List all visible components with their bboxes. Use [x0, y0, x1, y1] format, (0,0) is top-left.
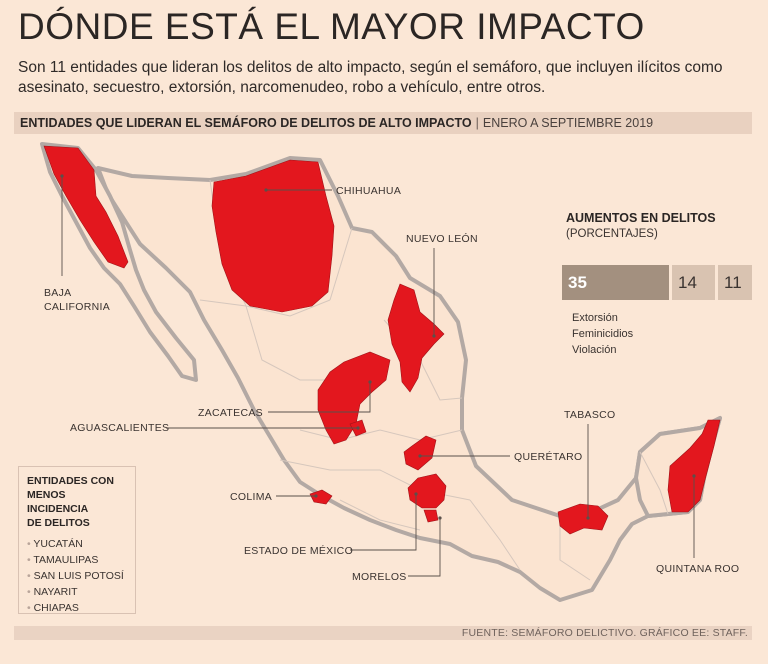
low-incidence-item: TAMAULIPAS: [27, 552, 127, 568]
leader-dot-queretaro: [418, 454, 422, 458]
state-labels: BAJA CALIFORNIA CHIHUAHUA NUEVO LEÓN ZAC…: [44, 185, 739, 583]
section-heading: ENTIDADES QUE LIDERAN EL SEMÁFORO DE DEL…: [20, 116, 472, 130]
increases-legend: Extorsión Feminicidios Violación: [572, 310, 633, 358]
highlighted-states: [43, 145, 721, 535]
page-subtitle: Son 11 entidades que lideran los delitos…: [18, 59, 723, 96]
increase-label-extorsion: Extorsión: [572, 312, 618, 324]
leader-estado-de-mexico: [350, 494, 417, 551]
increases-subtitle: (PORCENTAJES): [566, 228, 658, 240]
low-incidence-item: YUCATÁN: [27, 536, 127, 552]
label-estado-de-mexico: ESTADO DE MÉXICO: [244, 544, 353, 557]
label-colima: COLIMA: [230, 491, 272, 503]
low-incidence-item: CHIAPAS: [27, 600, 127, 616]
leader-dot-aguascalientes: [356, 426, 360, 430]
low-incidence-list: YUCATÁN TAMAULIPAS SAN LUIS POTOSÍ NAYAR…: [27, 536, 127, 616]
low-incidence-title-l1: ENTIDADES CON: [27, 475, 114, 487]
leader-dot-quintana-roo: [692, 474, 696, 478]
label-baja-california-l2: CALIFORNIA: [44, 301, 110, 313]
label-chihuahua: CHIHUAHUA: [336, 185, 401, 197]
nuevo-leon-state: [387, 283, 445, 393]
leader-dot-morelos: [438, 516, 442, 520]
section-header-bar: ENTIDADES QUE LIDERAN EL SEMÁFORO DE DEL…: [14, 112, 752, 134]
low-incidence-item: SAN LUIS POTOSÍ: [27, 568, 127, 584]
increase-label-feminicidios: Feminicidios: [572, 328, 634, 340]
baja-california-state: [43, 145, 129, 269]
increase-label-violacion: Violación: [572, 344, 617, 356]
label-zacatecas: ZACATECAS: [198, 407, 263, 419]
leader-dot-estado-de-mexico: [414, 492, 418, 496]
leader-dot-zacatecas: [368, 380, 372, 384]
quintana-roo-state: [667, 419, 721, 513]
estado-de-mexico-state: [407, 473, 447, 509]
source-credit: FUENTE: SEMÁFORO DELICTIVO. GRÁFICO EE: …: [14, 626, 752, 640]
label-baja-california-l1: BAJA: [44, 287, 71, 299]
morelos-state: [423, 509, 439, 523]
colima-state: [309, 489, 333, 505]
label-queretaro: QUERÉTARO: [514, 450, 582, 463]
page-title: DÓNDE ESTÁ EL MAYOR IMPACTO: [18, 6, 645, 47]
leader-dot-nuevo-leon: [432, 334, 436, 338]
leader-dot-colima: [314, 494, 318, 498]
increases-title: AUMENTOS EN DELITOS: [566, 211, 716, 225]
leader-dot-baja-california: [60, 174, 64, 178]
increase-bar-0: 35: [562, 265, 669, 300]
increase-bar-2: 11: [718, 265, 752, 300]
leader-lines: [60, 174, 696, 577]
leader-dot-chihuahua: [264, 188, 268, 192]
zacatecas-state: [317, 351, 391, 445]
label-aguascalientes: AGUASCALIENTES: [70, 422, 169, 434]
increase-bar-1: 14: [672, 265, 715, 300]
label-nuevo-leon: NUEVO LEÓN: [406, 232, 478, 245]
section-period: ENERO A SEPTIEMBRE 2019: [482, 116, 654, 130]
low-incidence-item: NAYARIT: [27, 584, 127, 600]
low-incidence-box: ENTIDADES CON MENOS INCIDENCIA DE DELITO…: [18, 466, 136, 614]
leader-dot-tabasco: [586, 516, 590, 520]
low-incidence-title-l3: DE DELITOS: [27, 517, 90, 529]
tabasco-state: [557, 503, 609, 535]
leader-zacatecas: [268, 382, 371, 413]
low-incidence-title-l2: MENOS INCIDENCIA: [27, 489, 89, 515]
queretaro-state: [403, 435, 437, 471]
chihuahua-state: [211, 159, 335, 313]
label-morelos: MORELOS: [352, 571, 407, 583]
label-quintana-roo: QUINTANA ROO: [656, 563, 739, 575]
section-separator: |: [475, 116, 479, 130]
label-tabasco: TABASCO: [564, 409, 616, 421]
leader-morelos: [408, 518, 441, 577]
